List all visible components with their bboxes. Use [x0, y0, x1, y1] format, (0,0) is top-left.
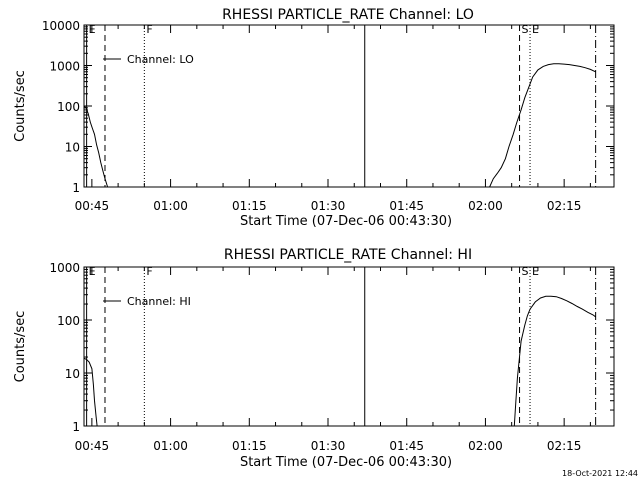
x-tick-label: 01:00 — [153, 199, 188, 213]
x-tick-label: 02:15 — [547, 439, 582, 453]
marker-label: F — [146, 23, 152, 36]
marker-label: E — [532, 23, 539, 36]
y-tick-label: 1 — [72, 420, 80, 434]
y-tick-label: 100 — [57, 314, 80, 328]
y-tick-label: 100 — [57, 100, 80, 114]
x-tick-label: 01:30 — [311, 199, 346, 213]
y-tick-label: 1000 — [49, 60, 80, 74]
marker-label: E — [532, 265, 539, 278]
series-line — [489, 63, 596, 188]
series-line — [83, 357, 98, 427]
marker-label: E — [89, 23, 96, 36]
chart-title: RHESSI PARTICLE_RATE Channel: HI — [224, 247, 472, 263]
y-tick-label: 10 — [65, 141, 80, 155]
marker-label: F — [146, 265, 152, 278]
legend-label: Channel: HI — [127, 295, 191, 308]
y-tick-label: 1 — [72, 181, 80, 195]
x-axis-label: Start Time (07-Dec-06 00:43:30) — [240, 214, 452, 229]
y-tick-label: 1000 — [49, 261, 80, 275]
chart-panel-lo: RHESSI PARTICLE_RATE Channel: LO 1 10 100 10… — [13, 7, 615, 229]
y-tick-label: 10000 — [42, 19, 80, 33]
x-tick-label: 01:45 — [389, 199, 424, 213]
x-tick-label: 01:30 — [311, 439, 346, 453]
x-tick-label: 01:45 — [389, 439, 424, 453]
y-axis-label: Counts/sec — [13, 311, 28, 383]
x-tick-label: 02:00 — [468, 199, 503, 213]
plot-frame — [83, 24, 615, 188]
x-tick-label: 01:15 — [232, 199, 267, 213]
marker-label: S — [522, 265, 529, 278]
x-tick-label: 00:45 — [75, 439, 110, 453]
chart-title: RHESSI PARTICLE_RATE Channel: LO — [222, 7, 474, 23]
chart-panel-hi: RHESSI PARTICLE_RATE Channel: HI 1 10 100 10… — [13, 247, 615, 470]
marker-label: E — [89, 265, 96, 278]
x-tick-label: 01:15 — [232, 439, 267, 453]
plot-frame — [83, 266, 615, 427]
x-axis-label: Start Time (07-Dec-06 00:43:30) — [240, 455, 452, 470]
x-tick-label: 01:00 — [153, 439, 188, 453]
series-line — [513, 295, 596, 427]
marker-label: S — [522, 23, 529, 36]
y-axis-label: Counts/sec — [13, 70, 28, 142]
x-tick-label: 02:15 — [547, 199, 582, 213]
y-tick-label: 10 — [65, 367, 80, 381]
timestamp: 18-Oct-2021 12:44 — [562, 469, 638, 478]
legend-label: Channel: LO — [127, 53, 194, 66]
x-tick-label: 00:45 — [75, 199, 110, 213]
series-line — [83, 105, 109, 188]
x-tick-label: 02:00 — [468, 439, 503, 453]
